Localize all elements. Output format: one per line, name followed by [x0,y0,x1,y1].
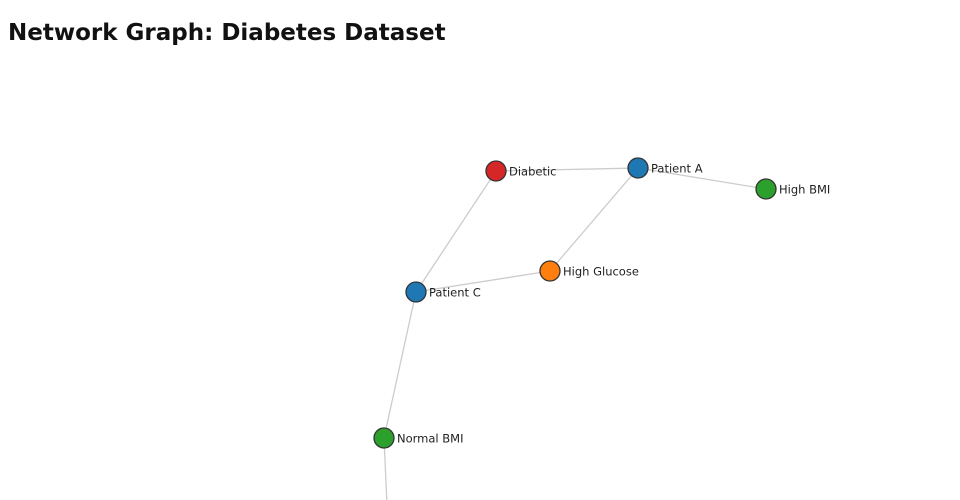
edge [383,291,417,439]
node [539,260,561,282]
node-label: Patient A [651,162,703,176]
node [405,281,427,303]
edge [549,167,639,272]
node [755,178,777,200]
node-label: High Glucose [563,265,639,279]
node [627,157,649,179]
edge [415,170,497,293]
edge [415,270,551,293]
node [373,427,395,449]
nodes: Diabetic Patient A High BMI High Glucose Pat… [373,157,830,449]
node [485,160,507,182]
edge [383,437,388,500]
node-label: High BMI [779,183,830,197]
node-label: Patient C [429,286,481,300]
edge [495,167,639,172]
edges [383,167,767,500]
node-label: Diabetic [509,165,557,179]
title: Network Graph: Diabetes Dataset [8,20,446,46]
node-label: Normal BMI [397,432,463,446]
edge [637,167,767,190]
